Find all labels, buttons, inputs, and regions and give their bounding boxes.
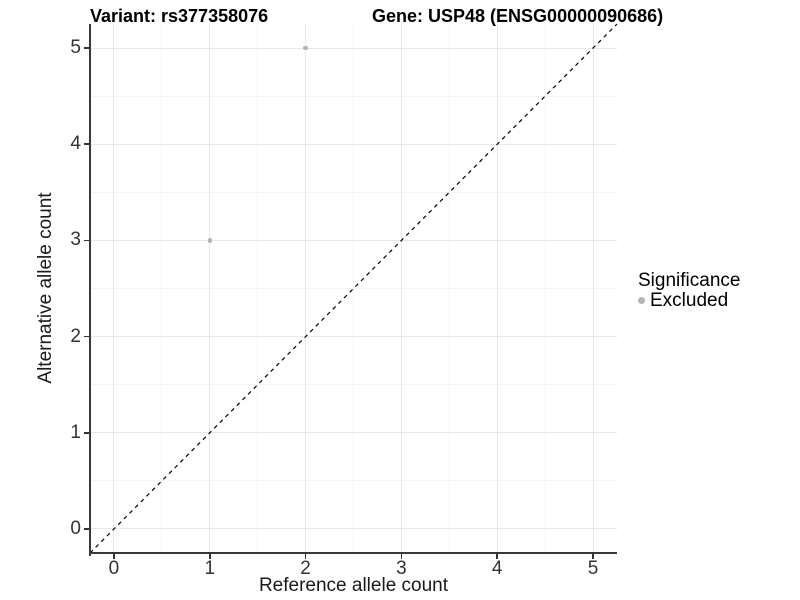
y-major-gridline bbox=[90, 239, 617, 241]
y-major-gridline bbox=[90, 528, 617, 530]
y-tick-mark bbox=[84, 335, 89, 338]
y-tick-mark bbox=[84, 239, 89, 242]
excluded-marker-icon bbox=[638, 297, 645, 304]
x-tick-label: 1 bbox=[204, 558, 216, 579]
y-tick-mark bbox=[84, 47, 89, 49]
y-tick-mark bbox=[84, 143, 89, 145]
y-major-gridline bbox=[90, 47, 617, 49]
x-tick-label: 0 bbox=[108, 558, 120, 579]
x-major-gridline bbox=[496, 24, 498, 553]
x-axis-title: Reference allele count bbox=[258, 575, 449, 596]
y-tick-label: 0 bbox=[70, 517, 81, 539]
y-tick-mark bbox=[84, 432, 89, 434]
y-tick-label: 1 bbox=[70, 421, 81, 443]
x-tick-label: 2 bbox=[300, 558, 311, 579]
y-major-gridline bbox=[90, 143, 617, 145]
y-tick-label: 2 bbox=[70, 325, 81, 347]
x-major-gridline bbox=[400, 24, 402, 553]
y-minor-gridline bbox=[90, 95, 617, 97]
identity-reference-line bbox=[89, 23, 618, 554]
x-major-gridline bbox=[209, 24, 211, 553]
y-tick-mark bbox=[84, 528, 89, 530]
data-point bbox=[207, 238, 212, 243]
legend-item-excluded: Excluded bbox=[638, 291, 740, 310]
x-tick-label: 3 bbox=[396, 558, 407, 579]
x-tick-mark bbox=[400, 554, 403, 559]
y-minor-gridline bbox=[90, 384, 617, 386]
y-axis-line bbox=[89, 24, 91, 556]
y-major-gridline bbox=[90, 336, 617, 338]
y-minor-gridline bbox=[90, 288, 617, 289]
x-axis-line bbox=[89, 552, 617, 554]
x-major-gridline bbox=[305, 24, 307, 553]
y-tick-label: 5 bbox=[70, 37, 81, 59]
plot-title-variant: Variant: rs377358076 bbox=[90, 6, 269, 26]
legend-item-label: Excluded bbox=[650, 290, 729, 311]
plot-title-gene: Gene: USP48 (ENSG00000090686) bbox=[372, 6, 664, 26]
x-tick-mark bbox=[304, 554, 307, 559]
legend: Significance Excluded bbox=[638, 271, 740, 310]
x-tick-mark bbox=[209, 554, 211, 559]
x-major-gridline bbox=[113, 24, 115, 553]
x-tick-label: 4 bbox=[491, 558, 503, 579]
y-minor-gridline bbox=[90, 480, 617, 482]
x-major-gridline bbox=[592, 24, 594, 553]
y-tick-label: 3 bbox=[70, 229, 81, 251]
x-tick-mark bbox=[113, 554, 115, 559]
y-minor-gridline bbox=[90, 191, 617, 193]
x-tick-label: 5 bbox=[587, 558, 599, 579]
x-tick-mark bbox=[496, 554, 498, 559]
y-axis-title: Alternative allele count bbox=[35, 192, 56, 384]
legend-title: Significance bbox=[638, 270, 741, 291]
x-tick-mark bbox=[592, 554, 594, 559]
data-point bbox=[303, 45, 308, 51]
y-major-gridline bbox=[90, 432, 617, 434]
y-tick-label: 4 bbox=[70, 133, 81, 155]
